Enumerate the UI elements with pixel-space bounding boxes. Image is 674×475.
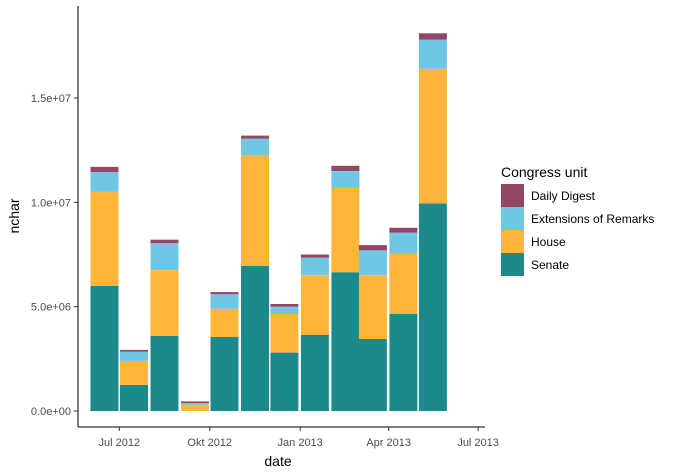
legend-label: Extensions of Remarks [531,212,654,226]
bar-segment-house [120,360,148,385]
bar-segment-house [331,187,360,273]
x-tick-label: Apr 2013 [366,437,411,449]
bar-segment-senate [241,266,269,411]
bar-segment-daily-digest [181,401,209,404]
bar-segment-house [150,270,179,336]
bar-segment-extensions-of-remarks [389,232,418,254]
bar-segment-house [181,404,209,411]
bar-segment-senate [90,285,119,411]
legend-swatch [501,253,524,276]
x-tick-label: Jul 2012 [98,437,140,449]
bar-segment-extensions-of-remarks [241,138,269,156]
legend: Congress unit Daily Digest Extensions of … [501,164,654,276]
bar-segment-senate [418,203,447,411]
bar-segment-house [241,155,269,266]
bar-segment-daily-digest [270,304,299,307]
bar-segment-house [90,191,119,286]
legend-label: Daily Digest [531,189,596,203]
bar-segment-senate [210,336,239,411]
x-tick-label: Jul 2013 [457,437,499,449]
bar-segment-senate [300,334,329,411]
bars-group [90,33,447,411]
bar-segment-daily-digest [331,165,360,171]
bar-segment-extensions-of-remarks [418,39,447,69]
y-tick-label: 0.0e+00 [31,406,71,418]
bar-segment-house [389,253,418,314]
bar-segment-house [210,308,239,337]
bar-segment-senate [150,335,179,411]
bar-segment-house [300,275,329,335]
y-tick-label: 5.0e+06 [31,302,71,314]
y-axis-ticks: 0.0e+00 5.0e+06 1.0e+07 1.5e+07 [31,93,78,418]
bar-segment-extensions-of-remarks [120,351,148,361]
legend-label: House [531,235,566,249]
bar-segment-daily-digest [389,227,418,233]
y-axis-title: nchar [6,198,22,233]
bar-segment-extensions-of-remarks [181,403,209,405]
bar-segment-extensions-of-remarks [210,294,239,309]
x-axis-title: date [264,453,291,469]
bar-segment-senate [120,384,148,411]
legend-label: Senate [531,258,569,272]
x-tick-label: Jan 2013 [278,437,323,449]
bar-segment-daily-digest [418,33,447,40]
bar-segment-extensions-of-remarks [300,257,329,276]
legend-title: Congress unit [501,164,587,180]
bar-segment-house [418,68,447,204]
bar-segment-senate [270,352,299,411]
legend-swatch [501,230,524,253]
bar-segment-daily-digest [358,245,387,251]
bar-segment-extensions-of-remarks [331,171,360,188]
bar-segment-extensions-of-remarks [270,306,299,314]
bar-segment-house [270,314,299,353]
bar-segment-senate [331,272,360,411]
legend-swatch [501,184,524,207]
x-axis-ticks: Jul 2012 Okt 2012 Jan 2013 Apr 2013 Jul 2013 [98,427,499,449]
bar-segment-extensions-of-remarks [358,250,387,276]
bar-segment-daily-digest [90,166,119,173]
bar-segment-daily-digest [300,254,329,258]
bar-segment-daily-digest [150,239,179,243]
y-tick-label: 1.5e+07 [31,93,71,105]
x-tick-label: Okt 2012 [187,437,232,449]
bar-segment-extensions-of-remarks [90,172,119,192]
bar-segment-extensions-of-remarks [150,243,179,271]
bar-segment-daily-digest [241,135,269,139]
bar-segment-daily-digest [120,349,148,352]
bar-segment-daily-digest [210,292,239,295]
bar-segment-senate [358,339,387,411]
bar-segment-house [358,275,387,339]
legend-items: Daily Digest Extensions of Remarks House Se… [501,184,654,276]
y-tick-label: 1.0e+07 [31,197,71,209]
bar-segment-senate [389,314,418,411]
legend-swatch [501,207,524,230]
